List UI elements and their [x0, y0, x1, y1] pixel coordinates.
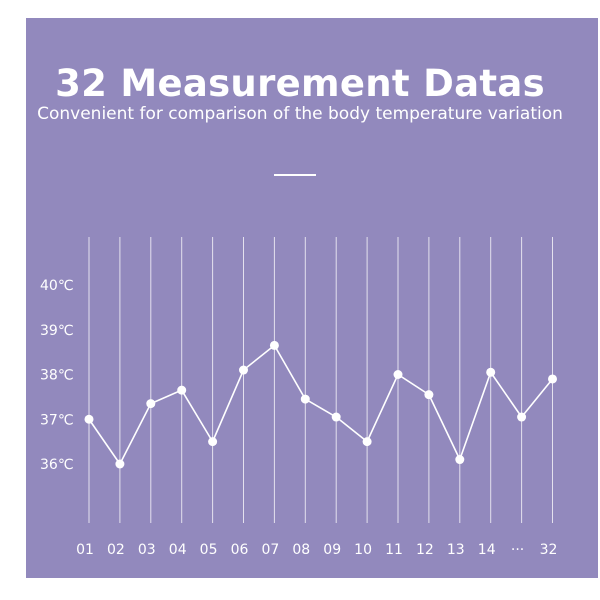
x-tick-label: 04 — [169, 542, 187, 558]
chart-subtitle: Convenient for comparison of the body te… — [37, 104, 563, 124]
x-tick-label: 11 — [385, 542, 403, 558]
data-point — [300, 394, 310, 404]
data-point — [269, 340, 279, 350]
data-point — [362, 437, 372, 447]
series-line — [88, 344, 554, 465]
data-point — [393, 370, 403, 379]
y-tick-label: 36℃ — [40, 457, 74, 473]
data-point — [548, 374, 557, 384]
y-tick-label: 40℃ — [40, 278, 74, 294]
y-tick-label: 39℃ — [40, 323, 74, 339]
x-tick-label: 09 — [323, 542, 341, 558]
x-tick-label: 32 — [540, 542, 558, 558]
data-point — [486, 367, 496, 377]
data-point — [239, 365, 248, 375]
x-tick-label: 14 — [478, 542, 496, 558]
data-point — [331, 412, 341, 422]
x-tick-label: 05 — [200, 542, 218, 558]
x-tick-label: 08 — [292, 542, 310, 558]
x-tick-label: 02 — [107, 542, 125, 558]
x-tick-label: 12 — [416, 542, 434, 558]
y-tick-label: 38℃ — [40, 368, 74, 384]
x-tick-label: 06 — [231, 542, 249, 558]
data-point — [177, 385, 187, 395]
chart-title: 32 Measurement Datas — [55, 62, 545, 105]
data-point — [146, 399, 156, 409]
grid-lines — [88, 237, 553, 523]
data-point — [208, 437, 218, 447]
data-point — [115, 459, 125, 469]
data-point — [84, 414, 94, 424]
y-tick-label: 37℃ — [40, 412, 74, 428]
x-tick-label: 10 — [354, 542, 372, 558]
y-axis-ticks: 36℃ 37℃ 38℃ 39℃ 40℃ — [40, 278, 74, 473]
data-point — [517, 412, 527, 422]
data-point — [424, 390, 434, 400]
title-divider — [274, 174, 316, 176]
data-point — [455, 455, 465, 465]
x-tick-label: 07 — [261, 542, 279, 558]
x-axis-ticks: 01 02 03 04 05 06 07 08 09 10 11 12 13 14 ··· 32 — [76, 542, 557, 558]
x-tick-label: 03 — [138, 542, 156, 558]
x-tick-label: 01 — [76, 542, 94, 558]
data-points — [84, 340, 557, 469]
x-tick-label: ··· — [511, 542, 524, 558]
x-tick-label: 13 — [447, 542, 465, 558]
chart-panel — [26, 18, 598, 578]
